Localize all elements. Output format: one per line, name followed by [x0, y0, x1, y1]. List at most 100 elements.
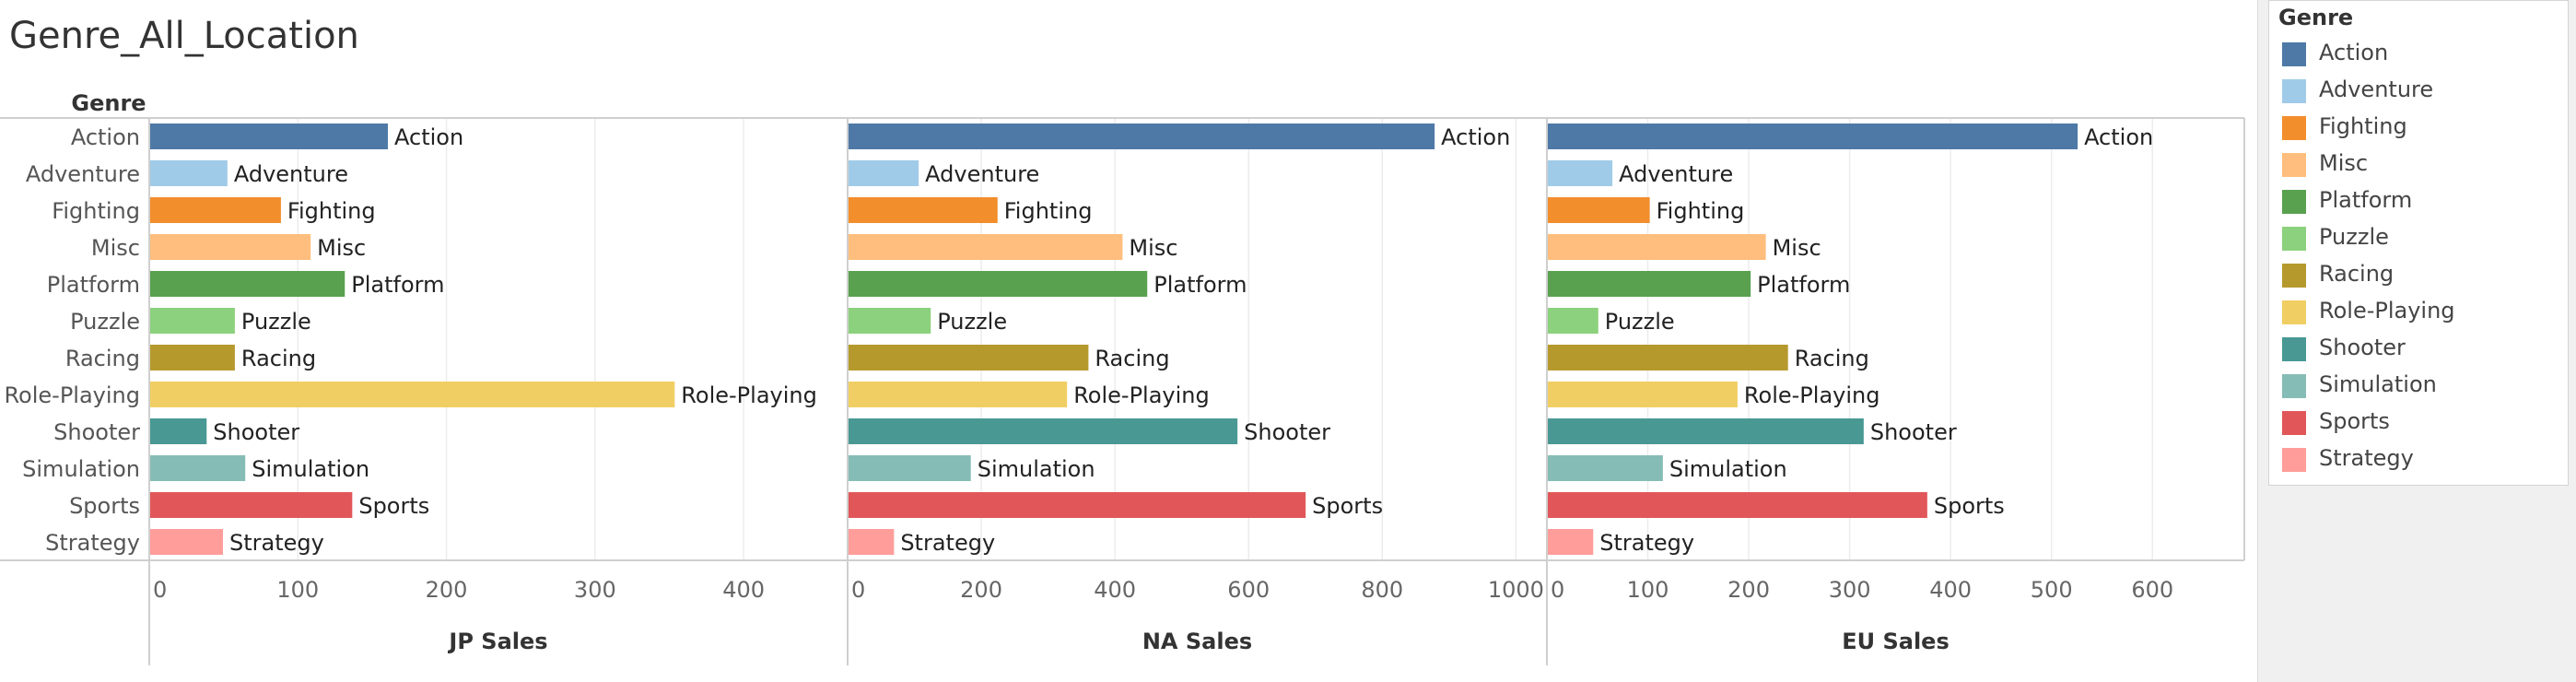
- data-label-action: Action: [1441, 124, 1510, 150]
- bar-adventure: [1548, 160, 1613, 186]
- data-label-adventure: Adventure: [234, 161, 348, 187]
- data-label-adventure: Adventure: [925, 161, 1039, 187]
- data-label-fighting: Fighting: [287, 198, 376, 224]
- bar-strategy: [849, 529, 895, 555]
- color-legend: Genre Action Adventure Fighting Misc Platfor…: [2268, 0, 2569, 486]
- bar-puzzle: [849, 308, 931, 334]
- bar-chart-panels: Genre Action Adventure Fighting Misc Platform…: [0, 90, 2245, 665]
- legend-swatch: [2282, 190, 2306, 214]
- bar-strategy: [150, 529, 224, 555]
- bar-adventure: [849, 160, 919, 186]
- data-label-simulation: Simulation: [252, 456, 369, 482]
- legend-item-puzzle[interactable]: Puzzle: [2282, 220, 2558, 257]
- legend-swatch: [2282, 227, 2306, 251]
- data-label-platform: Platform: [1153, 272, 1247, 298]
- tick-label: 400: [722, 577, 765, 603]
- data-label-simulation: Simulation: [978, 456, 1095, 482]
- legend-swatch: [2282, 411, 2306, 435]
- legend-label: Racing: [2319, 261, 2395, 287]
- bar-racing: [1548, 345, 1788, 370]
- bar-misc: [849, 234, 1123, 260]
- legend-item-racing[interactable]: Racing: [2282, 257, 2558, 294]
- legend-swatch: [2282, 264, 2306, 288]
- legend-item-sports[interactable]: Sports: [2282, 405, 2558, 441]
- chart-title: Genre_All_Location: [9, 15, 359, 57]
- legend-label: Platform: [2319, 187, 2413, 213]
- data-label-sports: Sports: [1934, 493, 2005, 519]
- data-label-racing: Racing: [241, 346, 316, 371]
- data-label-shooter: Shooter: [213, 419, 299, 445]
- legend-item-misc[interactable]: Misc: [2282, 147, 2558, 183]
- bar-action: [1548, 123, 2078, 149]
- bar-adventure: [150, 160, 228, 186]
- tick-label: 300: [574, 577, 616, 603]
- legend-item-adventure[interactable]: Adventure: [2282, 73, 2558, 110]
- legend-item-platform[interactable]: Platform: [2282, 183, 2558, 220]
- bar-strategy: [1548, 529, 1594, 555]
- data-label-role-playing: Role-Playing: [1073, 382, 1210, 408]
- tick-label: 100: [276, 577, 319, 603]
- bar-action: [150, 123, 389, 149]
- bar-shooter: [150, 418, 207, 444]
- legend-item-strategy[interactable]: Strategy: [2282, 441, 2558, 478]
- tick-label: 300: [1829, 577, 1871, 603]
- legend-item-role-playing[interactable]: Role-Playing: [2282, 294, 2558, 331]
- bar-racing: [150, 345, 235, 370]
- data-label-shooter: Shooter: [1244, 419, 1330, 445]
- legend-item-shooter[interactable]: Shooter: [2282, 331, 2558, 368]
- legend-label: Shooter: [2319, 335, 2406, 360]
- row-label-simulation: Simulation: [22, 456, 140, 482]
- tick-label: 0: [851, 577, 865, 603]
- bar-sports: [849, 492, 1306, 518]
- legend-item-fighting[interactable]: Fighting: [2282, 110, 2558, 147]
- row-label-misc: Misc: [91, 235, 140, 261]
- data-label-adventure: Adventure: [1619, 161, 1733, 187]
- legend-label: Sports: [2319, 408, 2390, 434]
- data-label-platform: Platform: [351, 272, 444, 298]
- legend-swatch: [2282, 79, 2306, 103]
- bar-misc: [1548, 234, 1766, 260]
- legend-swatch: [2282, 153, 2306, 177]
- row-label-fighting: Fighting: [52, 198, 140, 224]
- bar-shooter: [1548, 418, 1864, 444]
- row-header-label: Genre: [71, 90, 146, 116]
- tick-label: 1000: [1488, 577, 1544, 603]
- tick-label: 400: [1094, 577, 1136, 603]
- bar-platform: [150, 271, 345, 297]
- legend-title: Genre: [2278, 5, 2354, 30]
- legend-label: Misc: [2319, 150, 2369, 176]
- row-label-strategy: Strategy: [45, 530, 140, 556]
- bar-racing: [849, 345, 1089, 370]
- data-label-racing: Racing: [1095, 346, 1169, 371]
- legend-label: Puzzle: [2319, 224, 2389, 250]
- row-label-sports: Sports: [69, 493, 140, 519]
- data-label-simulation: Simulation: [1669, 456, 1787, 482]
- data-label-strategy: Strategy: [900, 530, 995, 556]
- legend-item-action[interactable]: Action: [2282, 36, 2558, 73]
- bar-simulation: [1548, 455, 1663, 481]
- tick-label: 500: [2031, 577, 2073, 603]
- legend-label: Adventure: [2319, 76, 2434, 102]
- bar-action: [849, 123, 1435, 149]
- legend-label: Role-Playing: [2319, 298, 2455, 323]
- bar-role-playing: [150, 382, 675, 407]
- bar-misc: [150, 234, 311, 260]
- bar-shooter: [849, 418, 1238, 444]
- tick-label: 0: [1551, 577, 1564, 603]
- bar-simulation: [150, 455, 246, 481]
- tick-label: 600: [2131, 577, 2173, 603]
- bar-sports: [1548, 492, 1927, 518]
- bar-role-playing: [849, 382, 1068, 407]
- data-label-action: Action: [2084, 124, 2153, 150]
- bar-role-playing: [1548, 382, 1738, 407]
- legend-swatch: [2282, 116, 2306, 140]
- bar-sports: [150, 492, 353, 518]
- legend-item-simulation[interactable]: Simulation: [2282, 368, 2558, 405]
- legend-swatch: [2282, 337, 2306, 361]
- tick-label: 100: [1627, 577, 1669, 603]
- tick-label: 200: [1727, 577, 1770, 603]
- bar-simulation: [849, 455, 971, 481]
- bar-platform: [849, 271, 1148, 297]
- row-label-adventure: Adventure: [26, 161, 140, 187]
- data-label-sports: Sports: [358, 493, 429, 519]
